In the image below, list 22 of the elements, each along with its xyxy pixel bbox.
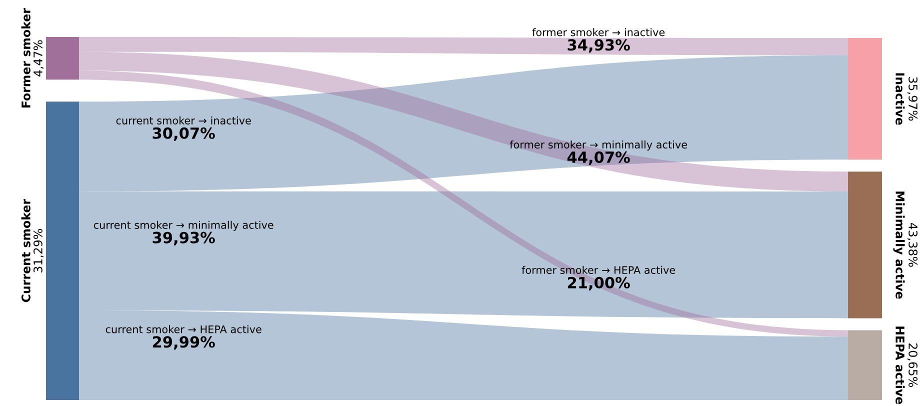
text: 44,07% (567, 151, 630, 165)
text: 39,93% (152, 232, 215, 246)
text: 21,00% (568, 276, 630, 290)
category-label: Current smoker (21, 199, 30, 302)
text: former smoker → inactive (532, 28, 665, 36)
category-label: Inactive (896, 73, 905, 125)
data-label: 4,47% (33, 40, 44, 76)
data-label: 35,97% (907, 77, 918, 121)
text: current smoker → minimally active (94, 220, 274, 231)
text: current smoker → inactive (116, 116, 251, 124)
category-label: HEPA active (896, 326, 905, 404)
text: 34,93% (568, 39, 630, 53)
text: 30,07% (152, 127, 215, 141)
category-label: Former smoker (21, 8, 30, 108)
text: current smoker → HEPA active (106, 325, 262, 334)
text: 29,99% (152, 336, 215, 350)
data-label: 20,65% (907, 343, 918, 387)
text: former smoker → HEPA active (522, 266, 676, 274)
text: former smoker → minimally active (510, 140, 687, 151)
category-label: Minimally active (893, 192, 905, 299)
data-label: 31,29% (33, 228, 44, 272)
data-label: 43,38% (907, 222, 918, 267)
